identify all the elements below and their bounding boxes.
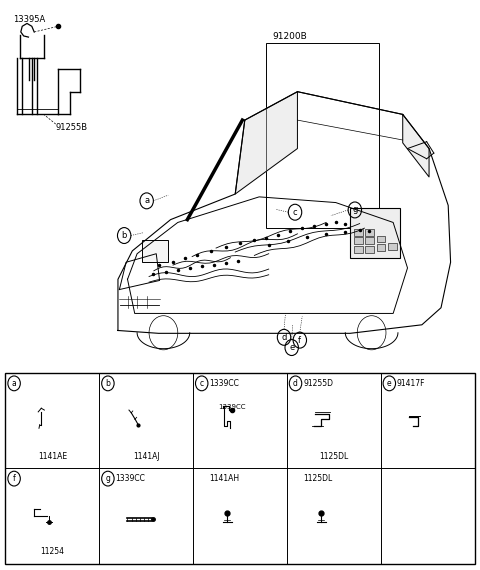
Text: g: g	[352, 205, 358, 214]
Text: d: d	[293, 379, 298, 388]
Text: e: e	[289, 343, 294, 352]
Bar	[354, 229, 362, 235]
Text: 91200B: 91200B	[272, 32, 307, 41]
Text: 91255B: 91255B	[56, 123, 88, 132]
Text: c: c	[293, 207, 297, 217]
Text: 91417F: 91417F	[397, 379, 425, 388]
Bar	[43, 514, 50, 523]
Text: 1141AJ: 1141AJ	[133, 452, 159, 461]
Bar	[377, 235, 385, 242]
Text: 1339CC: 1339CC	[218, 404, 245, 410]
Text: f: f	[13, 474, 15, 483]
Text: 13395A: 13395A	[12, 15, 45, 24]
Text: c: c	[200, 379, 204, 388]
Text: 1141AH: 1141AH	[209, 474, 240, 483]
Polygon shape	[403, 115, 429, 177]
Text: 1339CC: 1339CC	[116, 474, 145, 483]
Text: 1125DL: 1125DL	[319, 452, 348, 461]
Text: 91255D: 91255D	[303, 379, 333, 388]
Bar	[388, 243, 397, 250]
Bar	[354, 246, 362, 253]
Bar	[142, 239, 168, 262]
Text: 11254: 11254	[40, 547, 64, 556]
Bar	[365, 246, 374, 253]
Text: a: a	[144, 196, 149, 205]
Bar	[377, 244, 385, 251]
Text: 1125DL: 1125DL	[303, 474, 333, 483]
Bar	[5, 373, 475, 564]
Text: 1339CC: 1339CC	[209, 379, 239, 388]
Text: b: b	[121, 231, 127, 240]
Text: b: b	[106, 379, 110, 388]
Polygon shape	[235, 92, 298, 194]
Text: f: f	[299, 336, 301, 345]
Text: e: e	[387, 379, 392, 388]
Bar	[350, 207, 400, 258]
Bar	[354, 237, 362, 244]
Bar	[266, 43, 379, 228]
Text: 1141AE: 1141AE	[38, 452, 67, 461]
Text: d: d	[281, 333, 287, 342]
Text: a: a	[12, 379, 16, 388]
Bar	[365, 229, 374, 235]
Bar	[365, 237, 374, 244]
Text: g: g	[106, 474, 110, 483]
